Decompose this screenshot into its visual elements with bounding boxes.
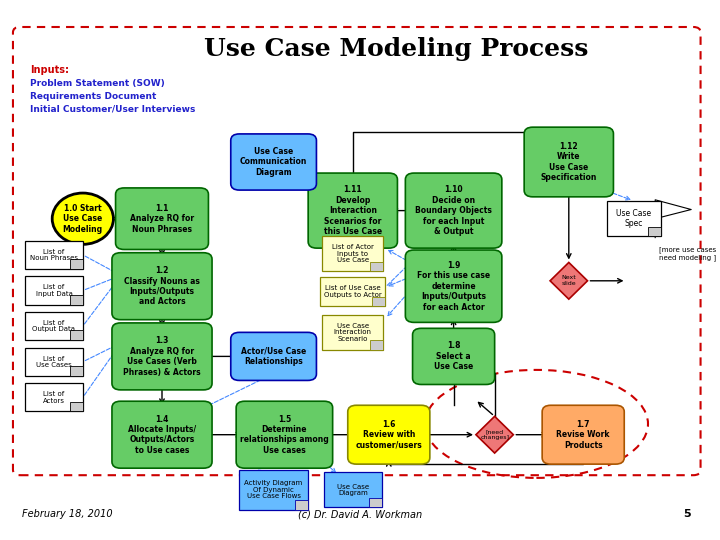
FancyBboxPatch shape <box>348 405 430 464</box>
FancyBboxPatch shape <box>405 250 502 322</box>
FancyBboxPatch shape <box>308 173 397 248</box>
Text: 1.6
Review with
customer/users: 1.6 Review with customer/users <box>356 420 422 450</box>
Text: (c) Dr. David A. Workman: (c) Dr. David A. Workman <box>298 509 422 519</box>
Text: List of Use Case
Outputs to Actor: List of Use Case Outputs to Actor <box>324 285 382 298</box>
Text: Use Case
Interaction
Scenario: Use Case Interaction Scenario <box>334 322 372 342</box>
Text: Initial Customer/User Interviews: Initial Customer/User Interviews <box>30 104 196 113</box>
FancyBboxPatch shape <box>542 405 624 464</box>
Polygon shape <box>70 366 83 376</box>
Text: 1.12
Write
Use Case
Specification: 1.12 Write Use Case Specification <box>541 142 597 182</box>
Text: [more use cases
need modeling ]: [more use cases need modeling ] <box>659 247 716 261</box>
Polygon shape <box>295 500 308 510</box>
Polygon shape <box>370 340 383 350</box>
FancyBboxPatch shape <box>25 348 83 376</box>
Ellipse shape <box>52 193 114 244</box>
Text: 1.4
Allocate Inputs/
Outputs/Actors
to Use cases: 1.4 Allocate Inputs/ Outputs/Actors to U… <box>128 415 196 455</box>
FancyBboxPatch shape <box>115 188 209 249</box>
FancyBboxPatch shape <box>25 383 83 411</box>
Text: February 18, 2010: February 18, 2010 <box>22 509 112 519</box>
FancyBboxPatch shape <box>236 401 333 468</box>
FancyBboxPatch shape <box>230 333 317 380</box>
FancyBboxPatch shape <box>606 201 661 237</box>
Text: 1.0 Start
Use Case
Modeling: 1.0 Start Use Case Modeling <box>63 204 103 234</box>
Polygon shape <box>70 295 83 305</box>
Polygon shape <box>70 330 83 340</box>
Text: 1.3
Analyze RQ for
Use Cases (Verb
Phrases) & Actors: 1.3 Analyze RQ for Use Cases (Verb Phras… <box>123 336 201 376</box>
FancyBboxPatch shape <box>239 469 308 510</box>
Text: Use Case
Spec: Use Case Spec <box>616 210 651 228</box>
Polygon shape <box>372 297 385 306</box>
Text: List of
Actors: List of Actors <box>43 391 65 404</box>
FancyBboxPatch shape <box>324 472 382 508</box>
Text: Activity Diagram
Of Dynamic
Use Case Flows: Activity Diagram Of Dynamic Use Case Flo… <box>245 480 302 500</box>
Text: Problem Statement (SOW): Problem Statement (SOW) <box>30 79 165 88</box>
Polygon shape <box>369 498 382 508</box>
Text: Requirements Document: Requirements Document <box>30 92 157 100</box>
FancyBboxPatch shape <box>320 276 385 306</box>
FancyBboxPatch shape <box>230 134 317 190</box>
FancyBboxPatch shape <box>112 401 212 468</box>
Text: 1.5
Determine
relationships among
Use cases: 1.5 Determine relationships among Use ca… <box>240 415 329 455</box>
Text: 1.11
Develop
Interaction
Scenarios for
this Use Case: 1.11 Develop Interaction Scenarios for t… <box>324 185 382 236</box>
FancyBboxPatch shape <box>25 276 83 305</box>
Text: List of
Input Data: List of Input Data <box>35 284 73 297</box>
FancyBboxPatch shape <box>112 323 212 390</box>
FancyBboxPatch shape <box>323 314 383 350</box>
Text: List of
Use Cases: List of Use Cases <box>36 355 72 368</box>
FancyBboxPatch shape <box>405 173 502 248</box>
FancyBboxPatch shape <box>25 241 83 269</box>
Text: 1.9
For this use case
determine
Inputs/Outputs
for each Actor: 1.9 For this use case determine Inputs/O… <box>417 261 490 312</box>
FancyBboxPatch shape <box>524 127 613 197</box>
Text: List of
Output Data: List of Output Data <box>32 320 76 333</box>
Polygon shape <box>70 402 83 411</box>
FancyBboxPatch shape <box>112 253 212 320</box>
FancyBboxPatch shape <box>25 312 83 340</box>
Text: 1.7
Revise Work
Products: 1.7 Revise Work Products <box>557 420 610 450</box>
Text: Use Case
Diagram: Use Case Diagram <box>337 483 369 496</box>
Text: Inputs:: Inputs: <box>30 65 69 75</box>
Polygon shape <box>550 262 588 299</box>
Text: 1.8
Select a
Use Case: 1.8 Select a Use Case <box>434 341 473 372</box>
Text: 5: 5 <box>683 509 691 519</box>
Text: 1.2
Classify Nouns as
Inputs/Outputs
and Actors: 1.2 Classify Nouns as Inputs/Outputs and… <box>124 266 200 306</box>
Text: Actor/Use Case
Relationships: Actor/Use Case Relationships <box>241 347 306 366</box>
Text: Use Case
Communication
Diagram: Use Case Communication Diagram <box>240 147 307 177</box>
Polygon shape <box>648 226 661 237</box>
Text: 1.10
Decide on
Boundary Objects
for each Input
& Output: 1.10 Decide on Boundary Objects for each… <box>415 185 492 236</box>
Polygon shape <box>370 261 383 271</box>
FancyBboxPatch shape <box>413 328 495 384</box>
Text: Next
slide: Next slide <box>562 275 576 286</box>
Polygon shape <box>476 416 513 453</box>
Text: [need
changes]: [need changes] <box>480 429 509 440</box>
FancyBboxPatch shape <box>323 237 383 271</box>
Text: Use Case Modeling Process: Use Case Modeling Process <box>204 37 588 60</box>
Polygon shape <box>70 259 83 269</box>
Text: List of
Noun Phrases: List of Noun Phrases <box>30 248 78 261</box>
Text: List of Actor
Inputs to
Use Case: List of Actor Inputs to Use Case <box>332 244 374 264</box>
Text: 1.1
Analyze RQ for
Noun Phrases: 1.1 Analyze RQ for Noun Phrases <box>130 204 194 234</box>
